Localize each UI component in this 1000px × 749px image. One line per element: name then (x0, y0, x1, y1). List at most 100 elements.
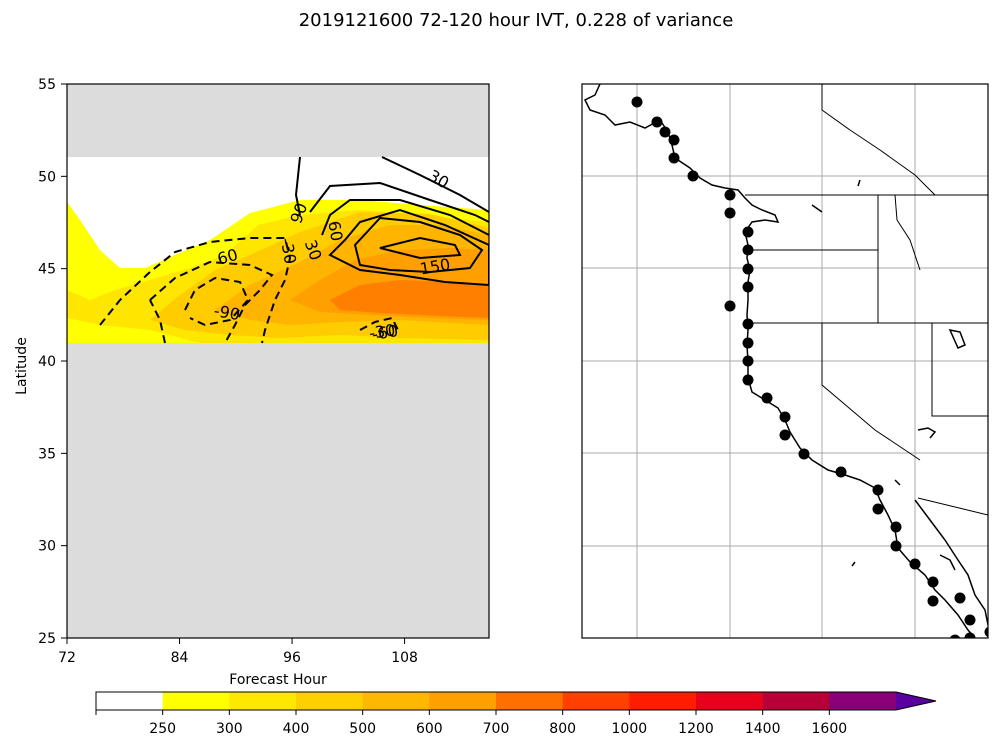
border-nv-az (931, 323, 988, 417)
station-dot (964, 614, 976, 626)
island-1 (811, 204, 823, 213)
station-dot (779, 429, 791, 441)
contour-positive-60 (309, 181, 489, 223)
y-tick-label: 35 (38, 446, 56, 462)
map-gridlines (582, 84, 988, 638)
station-dot (742, 244, 754, 256)
station-dot (779, 411, 791, 423)
x-tick-label: 108 (391, 650, 418, 666)
station-dot (890, 521, 902, 533)
y-axis-label: Latitude (14, 337, 30, 395)
station-dot (927, 576, 939, 588)
colorbar-segment (162, 692, 230, 710)
colorbar-tick-label: 400 (283, 721, 310, 737)
fill-level-700 (330, 280, 489, 318)
island-7 (894, 479, 901, 486)
station-dot (872, 503, 884, 515)
colorbar-segment (96, 692, 164, 710)
station-dot (949, 634, 961, 638)
contour-label: -30 (368, 320, 397, 342)
colorbar-tick-label: 1000 (612, 721, 648, 737)
contour-label: -60 (371, 321, 400, 344)
contour-label: 60 (324, 219, 346, 242)
contour-label: -30 (277, 237, 300, 266)
x-tick-label: 96 (283, 650, 301, 666)
contour-positive-150 (353, 216, 484, 274)
contour-negative-60 (149, 260, 274, 344)
contour-negative-90 (184, 276, 250, 327)
contour-positive-180 (379, 236, 462, 260)
station-dot (668, 152, 680, 164)
station-dot (761, 392, 773, 404)
colorbar-segment (229, 692, 297, 710)
station-dot (980, 645, 991, 656)
x-axis-ticks: 72 84 96 108 (58, 638, 418, 666)
masked-region-north (67, 84, 489, 157)
contour-positive-30 (294, 156, 489, 216)
colorbar-ticks: 250 300 400 500 600 700 800 1000 1200 1400 1600 (95, 710, 848, 737)
contour-negative-30 (99, 237, 292, 344)
station-dot (742, 337, 754, 349)
station-dot (890, 540, 902, 552)
right-axes-frame (581, 83, 989, 639)
colorbar-tick-label: 300 (216, 721, 243, 737)
contour-positive-120 (328, 208, 489, 287)
station-dot (742, 355, 754, 367)
border-id-mt (894, 194, 921, 271)
contour-negative-30b (149, 299, 166, 344)
colorbar-segment (829, 692, 897, 710)
station-dot (742, 318, 754, 330)
station-dot (651, 116, 663, 128)
station-dot (954, 592, 966, 604)
colorbar-tick-label: 1400 (745, 721, 781, 737)
island-3 (948, 328, 966, 349)
station-dot (742, 281, 754, 293)
colorbar-segment (762, 692, 830, 710)
y-axis-ticks: 25 30 35 40 45 50 55 (38, 77, 67, 647)
station-dot (742, 263, 754, 275)
station-dot (798, 448, 810, 460)
figure-title: 2019121600 72-120 hour IVT, 0.228 of var… (299, 10, 734, 31)
island-2 (857, 179, 861, 187)
station-dot (668, 134, 680, 146)
y-tick-label: 50 (38, 169, 56, 185)
colorbar-tick-label: 700 (483, 721, 510, 737)
station-dot (687, 170, 699, 182)
y-tick-label: 30 (38, 539, 56, 555)
border-canada (821, 84, 936, 196)
station-dot (631, 96, 643, 108)
border-ca-nv (821, 323, 921, 461)
state-borders (745, 84, 988, 516)
contour-positive-90 (321, 199, 489, 236)
colorbar (95, 691, 937, 711)
colorbar-segment (296, 692, 364, 710)
colorbar-outline (95, 691, 937, 711)
y-tick-label: 25 (38, 631, 56, 647)
colorbar-tick-label: 600 (416, 721, 443, 737)
station-dot (724, 189, 736, 201)
y-tick-label: 55 (38, 77, 56, 93)
station-dot (872, 484, 884, 496)
station-dot (835, 466, 847, 478)
station-dot (984, 626, 988, 638)
dashed-contours (99, 237, 399, 344)
x-axis-label: Forecast Hour (229, 672, 327, 688)
contour-negative-30c (359, 316, 399, 331)
colorbar-segment (629, 692, 697, 710)
x-tick-label: 84 (171, 650, 189, 666)
contour-label: 60 (215, 245, 240, 269)
station-dot (742, 374, 754, 386)
island-5 (939, 554, 956, 571)
y-tick-label: 40 (38, 354, 56, 370)
colorbar-arrow (896, 692, 936, 710)
station-dot (724, 300, 736, 312)
border-us-mx (917, 497, 988, 516)
filled-contours (67, 200, 489, 343)
island-4 (917, 427, 937, 439)
colorbar-segment (362, 692, 430, 710)
colorbar-tick-label: 1200 (678, 721, 714, 737)
colorbar-tick-label: 1600 (812, 721, 848, 737)
masked-region-south (67, 343, 489, 638)
